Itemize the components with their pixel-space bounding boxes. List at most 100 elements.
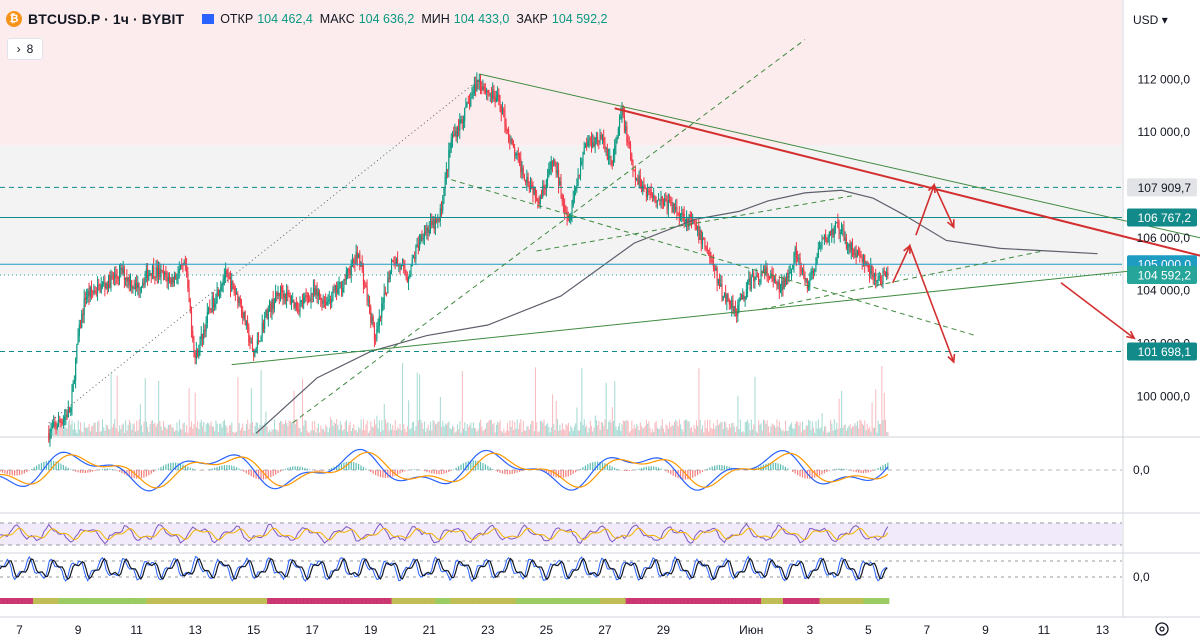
candle-body[interactable] — [776, 283, 778, 286]
candle-body[interactable] — [383, 292, 385, 303]
candle-body[interactable] — [688, 214, 690, 227]
candle-body[interactable] — [844, 237, 846, 241]
candle-body[interactable] — [859, 255, 861, 257]
candle-body[interactable] — [121, 267, 123, 274]
candle-body[interactable] — [70, 407, 72, 413]
candle-body[interactable] — [411, 258, 413, 267]
candle-body[interactable] — [195, 350, 197, 359]
candle-body[interactable] — [233, 285, 235, 293]
candle-body[interactable] — [216, 289, 218, 302]
candle-body[interactable] — [131, 280, 133, 289]
candle-body[interactable] — [290, 302, 293, 304]
candle-body[interactable] — [275, 292, 277, 303]
candle-body[interactable] — [292, 299, 294, 303]
candle-body[interactable] — [521, 167, 523, 173]
candle-body[interactable] — [871, 266, 873, 275]
candle-body[interactable] — [416, 244, 418, 247]
candle-body[interactable] — [436, 219, 438, 222]
candle-body[interactable] — [565, 211, 567, 213]
candle-body[interactable] — [244, 311, 246, 326]
candle-body[interactable] — [737, 304, 739, 316]
candle-body[interactable] — [649, 191, 651, 193]
candle-body[interactable] — [453, 134, 455, 136]
candle-body[interactable] — [410, 266, 412, 275]
candle-body[interactable] — [173, 274, 175, 283]
candle-body[interactable] — [90, 287, 93, 292]
candle-body[interactable] — [55, 424, 57, 428]
candle-body[interactable] — [309, 299, 311, 302]
candle-body[interactable] — [530, 184, 532, 189]
candle-body[interactable] — [655, 200, 657, 203]
candle-body[interactable] — [455, 131, 457, 138]
candle-body[interactable] — [450, 139, 452, 149]
candle-body[interactable] — [586, 143, 588, 146]
candle-body[interactable] — [764, 268, 766, 274]
candle-body[interactable] — [212, 296, 215, 308]
candle-body[interactable] — [305, 295, 307, 297]
candle-body[interactable] — [94, 290, 96, 293]
candle-body[interactable] — [683, 213, 685, 224]
candle-body[interactable] — [537, 200, 539, 202]
candle-body[interactable] — [471, 93, 473, 98]
settings-icon[interactable] — [1155, 622, 1169, 636]
candle-body[interactable] — [545, 180, 547, 190]
candle-body[interactable] — [845, 237, 847, 248]
candle-body[interactable] — [160, 270, 162, 278]
candle-body[interactable] — [219, 291, 221, 296]
candle-body[interactable] — [633, 169, 635, 172]
candle-body[interactable] — [584, 143, 586, 148]
candle-body[interactable] — [665, 198, 667, 201]
candle-body[interactable] — [351, 260, 354, 265]
candle-body[interactable] — [666, 200, 668, 210]
candle-body[interactable] — [71, 391, 73, 408]
candle-body[interactable] — [547, 176, 549, 181]
candle-body[interactable] — [473, 84, 476, 93]
candle-body[interactable] — [701, 237, 704, 245]
candle-body[interactable] — [240, 304, 243, 313]
candle-body[interactable] — [805, 278, 807, 281]
candle-body[interactable] — [644, 187, 646, 189]
candle-body[interactable] — [342, 288, 344, 292]
candle-body[interactable] — [199, 339, 201, 351]
candle-body[interactable] — [831, 229, 833, 235]
candle-body[interactable] — [259, 341, 261, 343]
candle-body[interactable] — [451, 134, 454, 140]
candle-body[interactable] — [798, 258, 800, 260]
candle-body[interactable] — [420, 234, 422, 243]
candle-body[interactable] — [876, 280, 878, 282]
candle-body[interactable] — [499, 101, 501, 106]
candle-body[interactable] — [572, 198, 574, 206]
candle-body[interactable] — [489, 94, 491, 96]
candle-body[interactable] — [364, 284, 366, 286]
candle-body[interactable] — [371, 316, 373, 323]
candle-body[interactable] — [75, 359, 77, 381]
candle-body[interactable] — [561, 195, 563, 202]
candle-body[interactable] — [634, 171, 636, 180]
candle-body[interactable] — [398, 264, 400, 266]
candle-body[interactable] — [193, 338, 195, 354]
candle-body[interactable] — [854, 253, 856, 256]
candle-body[interactable] — [497, 94, 499, 98]
candle-body[interactable] — [117, 277, 119, 279]
candle-body[interactable] — [481, 86, 483, 91]
candle-body[interactable] — [808, 285, 810, 289]
candle-body[interactable] — [756, 274, 758, 276]
candle-body[interactable] — [105, 283, 107, 288]
candle-body[interactable] — [872, 274, 874, 278]
candle-body[interactable] — [838, 227, 840, 234]
candle-body[interactable] — [505, 125, 507, 130]
candle-body[interactable] — [533, 188, 535, 195]
candle-body[interactable] — [614, 145, 616, 155]
candle-body[interactable] — [419, 242, 421, 249]
candle-body[interactable] — [145, 269, 147, 278]
candle-body[interactable] — [340, 282, 343, 292]
candle-body[interactable] — [333, 289, 335, 291]
candle-body[interactable] — [759, 280, 761, 282]
candle-body[interactable] — [664, 198, 666, 206]
candle-body[interactable] — [517, 153, 519, 156]
candle-body[interactable] — [270, 303, 272, 313]
candle-body[interactable] — [623, 115, 626, 131]
candle-body[interactable] — [643, 185, 645, 188]
candle-body[interactable] — [765, 267, 767, 274]
candle-body[interactable] — [176, 278, 178, 280]
